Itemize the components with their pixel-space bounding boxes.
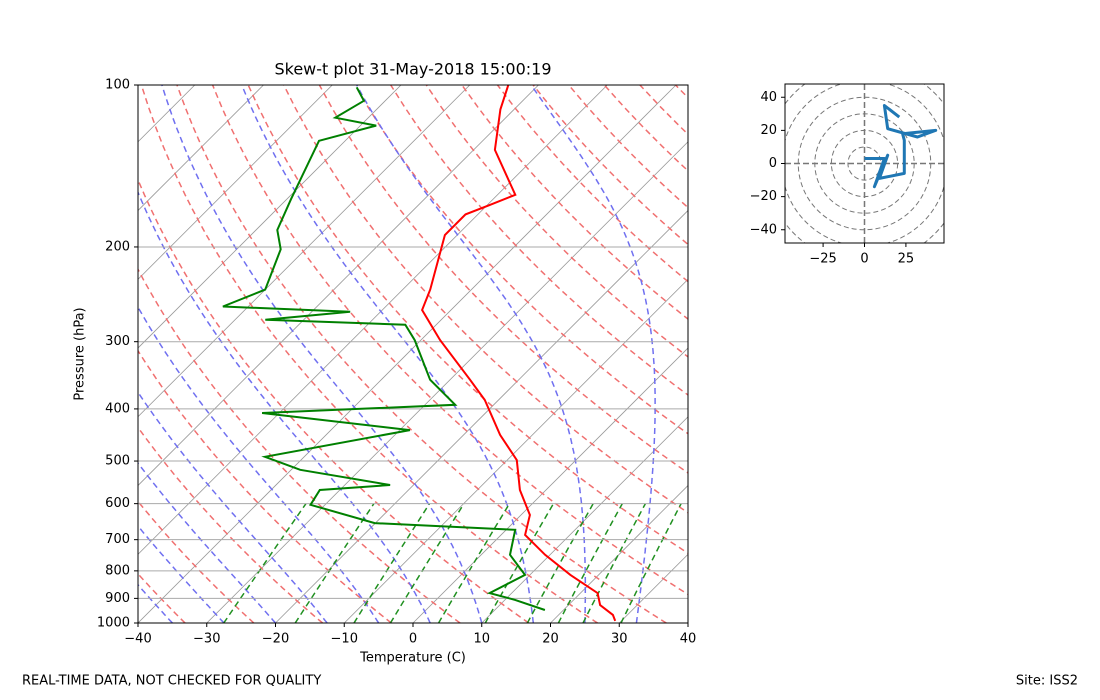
moist-adiabat — [356, 85, 587, 623]
moist-adiabat — [138, 390, 328, 623]
mixing-ratio-line — [557, 503, 623, 623]
x-tick-label: 30 — [611, 632, 628, 647]
mixing-ratio-line — [437, 503, 511, 623]
x-tick-label: 0 — [860, 252, 868, 267]
dry-adiabat — [425, 85, 688, 358]
chart-title: Skew-t plot 31-May-2018 15:00:19 — [274, 60, 551, 79]
mixing-ratio-line — [620, 503, 682, 623]
isotherm — [619, 553, 688, 623]
moist-adiabat — [138, 461, 277, 623]
y-tick-label: 900 — [105, 591, 130, 606]
dry-adiabat — [390, 85, 688, 396]
dry-adiabat — [354, 85, 688, 435]
moist-adiabat — [161, 85, 483, 623]
mixing-ratio-line — [353, 503, 431, 623]
isotherm — [826, 85, 1100, 623]
dry-adiabat — [283, 85, 688, 514]
y-tick-label: 200 — [105, 239, 130, 254]
dry-adiabat — [138, 500, 255, 623]
hodograph-line — [864, 104, 938, 189]
isotherm — [757, 85, 1100, 623]
mixing-ratio-line — [582, 503, 647, 623]
dry-adiabat — [140, 85, 599, 623]
dry-adiabat — [532, 85, 688, 246]
isotherm — [412, 347, 688, 623]
x-tick-label: 0 — [409, 632, 417, 647]
dry-adiabat — [568, 85, 688, 209]
dry-adiabat — [138, 572, 186, 623]
moist-adiabat — [138, 190, 431, 623]
isotherm — [687, 622, 688, 623]
y-tick-label: 0 — [769, 156, 777, 171]
dry-adiabat — [747, 85, 1100, 623]
isotherm — [481, 416, 688, 623]
x-tick-label: −40 — [124, 632, 151, 647]
isotherm — [344, 278, 688, 623]
x-tick-label: 25 — [898, 252, 915, 267]
footer-right: Site: ISS2 — [1016, 674, 1078, 689]
dry-adiabat — [211, 85, 688, 596]
mixing-ratio-line — [484, 503, 555, 623]
y-tick-label: −20 — [750, 189, 777, 204]
isotherm — [138, 85, 333, 280]
profile-line — [222, 86, 546, 611]
plot-frame — [137, 84, 689, 624]
footer-left: REAL-TIME DATA, NOT CHECKED FOR QUALITY — [22, 674, 321, 689]
moist-adiabat — [241, 85, 535, 623]
dry-adiabat — [138, 426, 324, 623]
x-tick-label: 40 — [680, 632, 697, 647]
x-tick-label: 10 — [473, 632, 490, 647]
y-tick-label: 700 — [105, 532, 130, 547]
y-tick-label: 100 — [105, 78, 130, 93]
isotherm — [138, 85, 402, 349]
y-tick-label: 300 — [105, 334, 130, 349]
y-tick-label: 20 — [760, 123, 777, 138]
isotherm — [550, 484, 688, 623]
isotherm — [275, 209, 688, 623]
x-tick-label: 20 — [542, 632, 559, 647]
y-tick-label: 500 — [105, 454, 130, 469]
y-tick-label: 800 — [105, 563, 130, 578]
x-tick-label: −25 — [809, 252, 836, 267]
dry-adiabat — [461, 85, 688, 321]
range-ring — [797, 96, 932, 231]
x-tick-label: −20 — [262, 632, 289, 647]
moist-adiabat — [530, 85, 656, 623]
x-axis-label: Temperature (C) — [359, 651, 466, 666]
y-axis-label: Pressure (hPa) — [73, 307, 88, 400]
y-tick-label: 600 — [105, 496, 130, 511]
y-tick-label: 1000 — [97, 616, 130, 631]
dry-adiabat — [639, 85, 688, 136]
plot-frame — [784, 83, 945, 244]
isotherm — [138, 85, 471, 418]
range-ring — [814, 113, 915, 214]
isotherm — [138, 85, 196, 143]
isotherm — [138, 85, 677, 623]
dry-adiabat — [0, 85, 116, 623]
background-lines — [0, 85, 1100, 623]
y-tick-label: 40 — [760, 90, 777, 105]
dry-adiabat — [138, 177, 530, 623]
isotherm — [138, 85, 539, 487]
y-tick-label: 400 — [105, 401, 130, 416]
isotherm — [206, 141, 688, 623]
mixing-ratio-line — [389, 503, 465, 623]
dry-adiabat — [247, 85, 688, 555]
mixing-ratio-line — [526, 503, 594, 623]
profiles — [222, 85, 617, 622]
isotherm — [0, 85, 57, 623]
isotherm — [138, 85, 264, 212]
y-tick-label: −40 — [750, 222, 777, 237]
dry-adiabat — [603, 85, 688, 172]
moist-adiabat — [138, 524, 225, 623]
x-tick-label: −10 — [331, 632, 358, 647]
dry-adiabat — [674, 85, 688, 99]
profile-line — [420, 85, 617, 622]
x-tick-label: −30 — [193, 632, 220, 647]
